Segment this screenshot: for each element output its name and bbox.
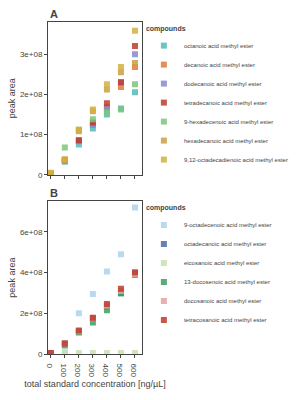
svg-text:compounds: compounds: [146, 204, 186, 212]
svg-text:300: 300: [87, 364, 96, 378]
svg-text:2e+08: 2e+08: [20, 309, 43, 318]
svg-text:compounds: compounds: [146, 25, 186, 33]
svg-text:decanoic acid methyl ester: decanoic acid methyl ester: [184, 62, 255, 68]
svg-text:total standard concentration [: total standard concentration [ng/µL]: [24, 379, 165, 389]
svg-text:6e+08: 6e+08: [20, 228, 43, 237]
svg-text:13-docosenoic acid methyl este: 13-docosenoic acid methyl ester: [184, 279, 270, 285]
svg-text:9-octadecenoic acid methyl est: 9-octadecenoic acid methyl ester: [184, 222, 272, 228]
svg-text:tetracosanoic acid methyl este: tetracosanoic acid methyl ester: [184, 317, 267, 323]
svg-text:600: 600: [129, 364, 138, 378]
svg-text:9,12-octadecadienoic acid meth: 9,12-octadecadienoic acid methyl ester: [184, 157, 288, 163]
svg-text:0: 0: [38, 171, 43, 180]
svg-text:octadecanoic acid methyl ester: octadecanoic acid methyl ester: [184, 241, 266, 247]
svg-text:4e+08: 4e+08: [20, 268, 43, 277]
svg-text:dodecanoic acid methyl ester: dodecanoic acid methyl ester: [184, 81, 262, 87]
svg-text:eicosanoic acid methyl ester: eicosanoic acid methyl ester: [184, 260, 259, 266]
svg-text:100: 100: [59, 364, 68, 378]
svg-text:3e+08: 3e+08: [20, 50, 43, 59]
svg-text:octanoic acid methyl ester: octanoic acid methyl ester: [184, 43, 253, 49]
svg-text:500: 500: [115, 364, 124, 378]
svg-text:2e+08: 2e+08: [20, 90, 43, 99]
svg-text:9-hexadecenoic acid methyl est: 9-hexadecenoic acid methyl ester: [184, 119, 273, 125]
svg-text:peak area: peak area: [7, 258, 17, 298]
svg-text:A: A: [50, 8, 58, 20]
svg-text:0: 0: [45, 364, 54, 369]
svg-text:peak area: peak area: [7, 78, 17, 118]
svg-text:B: B: [50, 187, 58, 199]
svg-text:docosanoic acid methyl ester: docosanoic acid methyl ester: [184, 298, 261, 304]
svg-text:tetradecanoic acid methyl este: tetradecanoic acid methyl ester: [184, 100, 267, 106]
svg-text:400: 400: [101, 364, 110, 378]
svg-text:1e+08: 1e+08: [20, 130, 43, 139]
svg-text:200: 200: [73, 364, 82, 378]
svg-text:hexadecanoic acid methyl ester: hexadecanoic acid methyl ester: [184, 138, 268, 144]
svg-text:0: 0: [38, 350, 43, 359]
